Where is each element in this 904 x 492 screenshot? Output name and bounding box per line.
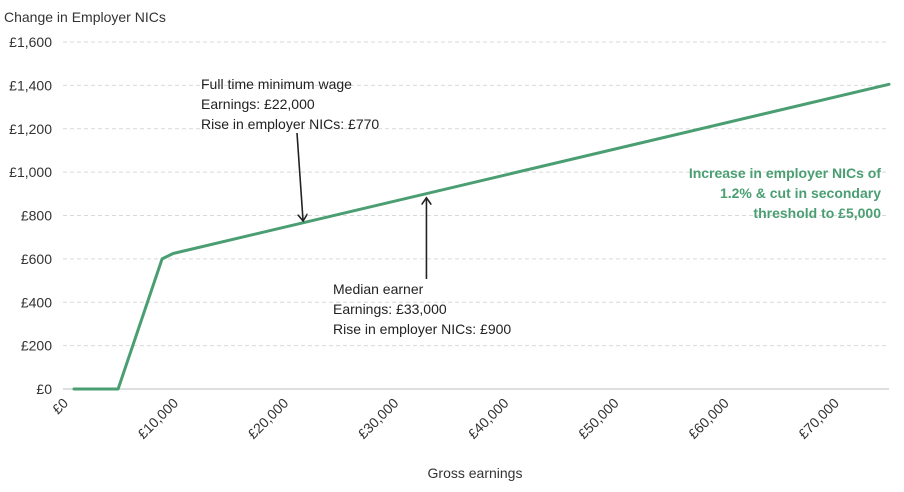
annotation-line: Rise in employer NICs: £770 bbox=[201, 116, 379, 132]
annotation-arrow bbox=[296, 132, 303, 220]
grid bbox=[63, 41, 889, 390]
annotation-minimum-wage: Full time minimum wage Earnings: £22,000 R… bbox=[201, 76, 379, 220]
series-layer bbox=[72, 82, 891, 391]
y-tick-label: £600 bbox=[21, 251, 52, 267]
x-tick-label: £60,000 bbox=[685, 395, 732, 442]
x-tick-labels: £0 £10,000 £20,000 £30,000 £40,000 £50,000 £60… bbox=[49, 395, 842, 442]
y-tick-label: £0 bbox=[36, 381, 52, 397]
y-tick-label: £1,200 bbox=[9, 121, 52, 137]
x-tick-label: £10,000 bbox=[134, 395, 181, 442]
x-tick-label: £40,000 bbox=[465, 395, 512, 442]
y-tick-label: £400 bbox=[21, 294, 52, 310]
y-tick-label: £200 bbox=[21, 338, 52, 354]
y-tick-labels: £0 £200 £400 £600 £800 £1,000 £1,200 £1,400 £1,6… bbox=[9, 34, 52, 397]
x-tick-label: £70,000 bbox=[795, 395, 842, 442]
annotation-line: Earnings: £22,000 bbox=[201, 96, 315, 112]
series-line bbox=[72, 82, 891, 391]
y-tick-label: £1,600 bbox=[9, 34, 52, 50]
annotation-line: Median earner bbox=[333, 281, 424, 297]
series-note-line: Increase in employer NICs of bbox=[689, 165, 882, 181]
series-note: Increase in employer NICs of 1.2% & cut i… bbox=[689, 165, 882, 221]
y-tick-label: £800 bbox=[21, 208, 52, 224]
annotation-line: Full time minimum wage bbox=[201, 76, 352, 92]
y-tick-label: £1,400 bbox=[9, 77, 52, 93]
annotation-line: Earnings: £33,000 bbox=[333, 301, 447, 317]
series-note-line: threshold to £5,000 bbox=[753, 205, 881, 221]
x-tick-label: £50,000 bbox=[575, 395, 622, 442]
series-note-line: 1.2% & cut in secondary bbox=[720, 185, 881, 201]
annotation-line: Rise in employer NICs: £900 bbox=[333, 321, 511, 337]
annotation-median-earner: Median earner Earnings: £33,000 Rise in em… bbox=[333, 199, 511, 337]
x-axis-title: Gross earnings bbox=[428, 465, 523, 481]
x-tick-label: £0 bbox=[49, 395, 71, 417]
x-tick-label: £30,000 bbox=[354, 395, 401, 442]
x-tick-label: £20,000 bbox=[244, 395, 291, 442]
annotations: Full time minimum wage Earnings: £22,000 R… bbox=[201, 76, 881, 337]
y-tick-label: £1,000 bbox=[9, 164, 52, 180]
y-axis-title: Change in Employer NICs bbox=[4, 9, 166, 25]
